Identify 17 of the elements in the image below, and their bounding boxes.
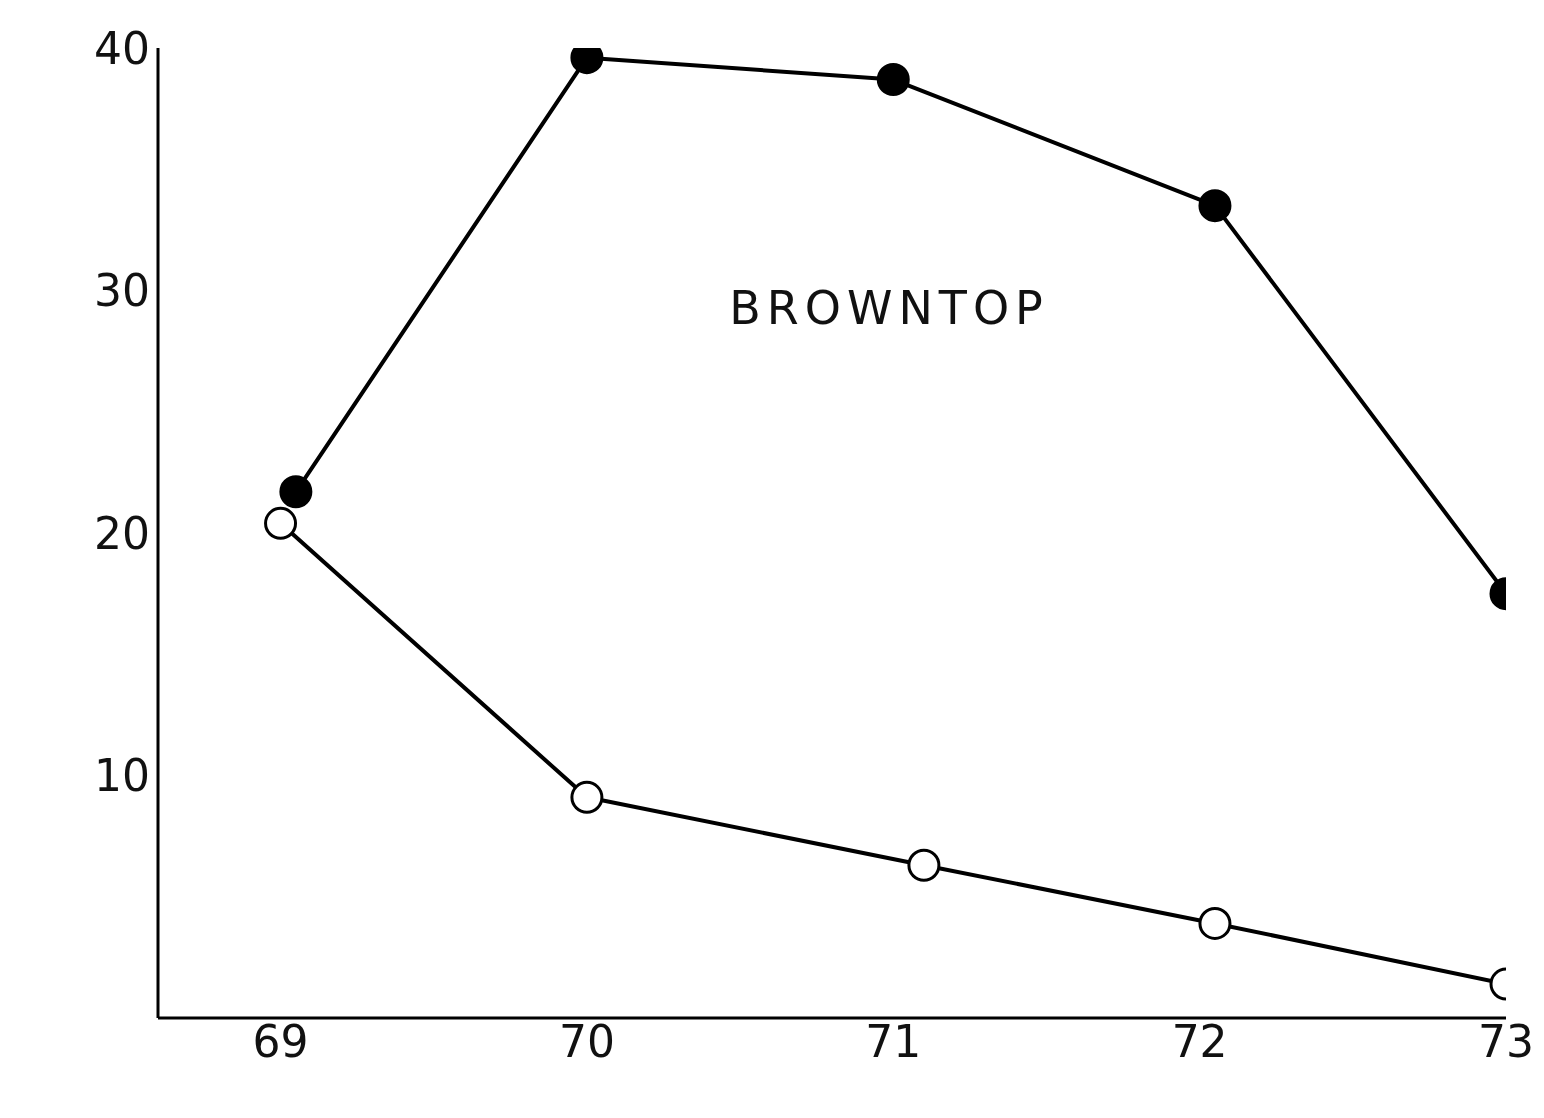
point [876, 63, 910, 97]
point [1198, 906, 1232, 940]
x-tick-label: 73 [1478, 1016, 1534, 1068]
point [264, 506, 298, 540]
x-tick-label: 72 [1171, 1016, 1228, 1068]
x-tick-label: 71 [865, 1016, 922, 1068]
annotation: BROWNTOP [729, 280, 1049, 335]
point [279, 475, 313, 509]
x-tick-label: 69 [252, 1016, 309, 1068]
y-tick-label: 30 [94, 265, 150, 317]
point [1198, 189, 1232, 223]
y-tick-label: 40 [94, 22, 150, 74]
x-tick-label: 70 [558, 1016, 615, 1068]
y-tick-label: 20 [94, 507, 150, 559]
y-tick-label: 10 [94, 750, 150, 802]
point [570, 780, 604, 814]
point [907, 848, 941, 882]
